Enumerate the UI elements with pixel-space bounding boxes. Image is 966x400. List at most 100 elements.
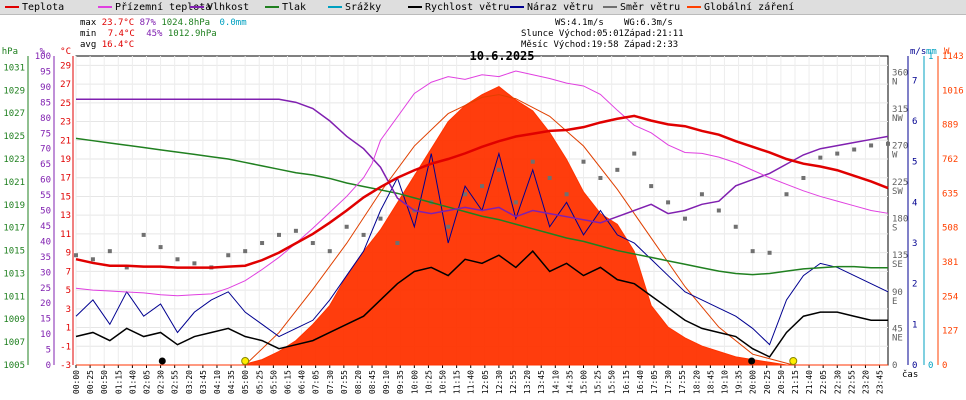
x-tick-label: 13:45 (537, 370, 546, 394)
x-tick-label: 03:20 (185, 370, 194, 394)
x-tick-label: 15:00 (580, 370, 589, 394)
astro-sunrise: Slunce Východ:05:01 (521, 29, 624, 39)
series-line-rychlost-v-tru (75, 250, 888, 358)
x-tick-label: 23:20 (861, 370, 870, 394)
series-line-teplota (75, 114, 889, 269)
x-tick-label: 05:00 (241, 370, 250, 394)
axis-tick-label-degc: 25 (60, 99, 71, 109)
x-tick-label: 17:30 (664, 370, 673, 394)
legend-swatch (98, 6, 112, 8)
x-tick-label: 20:25 (763, 370, 772, 394)
x-tick-label: 21:15 (791, 370, 800, 394)
axis-tick-label-dir-compass: NE (892, 333, 903, 343)
axis-tick-label-hpa: 1023 (3, 155, 25, 165)
moon-marker (158, 357, 166, 365)
wind-direction-point (733, 224, 738, 229)
wind-direction-point (141, 232, 146, 237)
legend-label: Náraz větru (527, 2, 594, 13)
x-tick-label: 16:40 (636, 370, 645, 394)
legend-swatch (603, 6, 617, 8)
wind-direction-point (327, 249, 332, 254)
x-tick-label: 23:45 (876, 370, 885, 394)
axis-tick-label-pct: 60 (40, 176, 51, 186)
stats-max-hum: 87% (139, 18, 156, 28)
axis-title-hpa: hPa (2, 47, 18, 57)
wind-direction-point (886, 141, 890, 146)
axis-tick-label-hpa: 1015 (3, 247, 25, 257)
axis-title-ms: m/s (910, 47, 926, 57)
legend-label: Srážky (345, 2, 382, 13)
axis-tick-label-dir: 90 (892, 288, 903, 298)
axis-tick-label-pct: 35 (40, 253, 51, 263)
axis-tick-label-wm2: 254 (942, 292, 958, 302)
axis-title-pct: % (40, 47, 46, 57)
axis-tick-label-degc: 3 (66, 305, 71, 315)
axis-tick-label-dir-compass: N (892, 77, 897, 87)
wind-direction-point (801, 175, 806, 180)
axis-tick-label-mm: 0 (928, 361, 933, 371)
x-tick-label: 02:05 (142, 370, 151, 394)
stats-max-rain: 0.0mm (219, 18, 247, 28)
axis-tick-label-dir-compass: SW (892, 187, 903, 197)
legend-swatch (687, 6, 701, 8)
x-tick-label: 07:05 (312, 370, 321, 394)
axis-tick-label-ms: 1 (912, 320, 917, 330)
legend-label: Přízemní teplota (115, 2, 212, 13)
x-tick-label: 02:30 (157, 370, 166, 394)
x-tick-label: 00:00 (72, 370, 81, 394)
wind-direction-point (226, 253, 231, 258)
astro-moonset: Západ:2:33 (624, 40, 679, 50)
axis-tick-label-degc: 1 (66, 324, 71, 334)
axis-tick-label-dir: 180 (892, 215, 908, 225)
axis-tick-label-wm2: 889 (942, 121, 958, 131)
stats-avg-temp: 16.4°C (101, 40, 135, 50)
x-tick-label: 16:15 (622, 370, 631, 394)
wind-direction-point (581, 159, 586, 164)
wind-direction-point (750, 249, 755, 254)
chart-title: 10.6.2025 (469, 49, 534, 63)
axis-tick-label-wm2: 127 (942, 327, 958, 337)
x-tick-label: 10:00 (410, 370, 419, 394)
x-tick-label: 19:35 (735, 370, 744, 394)
legend-label: Vlhkost (207, 2, 250, 13)
axis-tick-label-wm2: 635 (942, 189, 958, 199)
axis-tick-label-degc: 11 (60, 230, 71, 240)
wind-direction-point (175, 257, 180, 262)
axis-tick-label-dir: 225 (892, 178, 908, 188)
legend-item-globalni-zareni: Globální záření (687, 2, 794, 13)
wind-direction-point (260, 241, 265, 246)
sun-marker (789, 357, 798, 365)
wind-direction-point (615, 167, 620, 172)
x-tick-label: 04:35 (227, 370, 236, 394)
astro-wind-speed: WS:4.1m/s (555, 18, 604, 28)
legend-label: Tlak (282, 2, 307, 13)
axis-tick-label-ms: 0 (912, 361, 917, 371)
wind-direction-point (446, 224, 451, 229)
x-tick-label: 08:45 (368, 370, 377, 394)
axis-tick-label-pct: 30 (40, 268, 51, 278)
axis-tick-label-pct: 95 (40, 67, 51, 77)
axis-tick-label-degc: 17 (60, 174, 71, 184)
legend-swatch (510, 6, 524, 8)
x-tick-label: 18:45 (706, 370, 715, 394)
x-tick-label: 12:55 (509, 370, 518, 394)
wind-direction-point (463, 192, 468, 197)
axis-tick-label-mm: 1 (928, 52, 933, 62)
x-tick-label: 05:25 (255, 370, 264, 394)
wind-direction-point (344, 224, 349, 229)
axis-tick-label-degc: 21 (60, 136, 71, 146)
stats-min-hum: 45% (146, 29, 163, 39)
axis-tick-label-hpa: 1027 (3, 109, 25, 119)
x-tick-label: 02:55 (171, 370, 180, 394)
legend-item-srazky: Srážky (328, 2, 381, 13)
axis-tick-label-dir: 135 (892, 251, 908, 261)
x-tick-label: 03:45 (199, 370, 208, 394)
axis-tick-label-degc: 29 (60, 61, 71, 71)
axis-tick-label-ms: 3 (912, 239, 917, 249)
x-tick-label: 22:30 (833, 370, 842, 394)
x-tick-label: 19:10 (720, 370, 729, 394)
wind-direction-point (277, 232, 281, 237)
legend-item-rychlost-vetru: Rychlost větru (408, 2, 509, 13)
legend-item-vlhkost: Vlhkost (190, 2, 249, 13)
axis-tick-label-pct: 10 (40, 330, 51, 340)
